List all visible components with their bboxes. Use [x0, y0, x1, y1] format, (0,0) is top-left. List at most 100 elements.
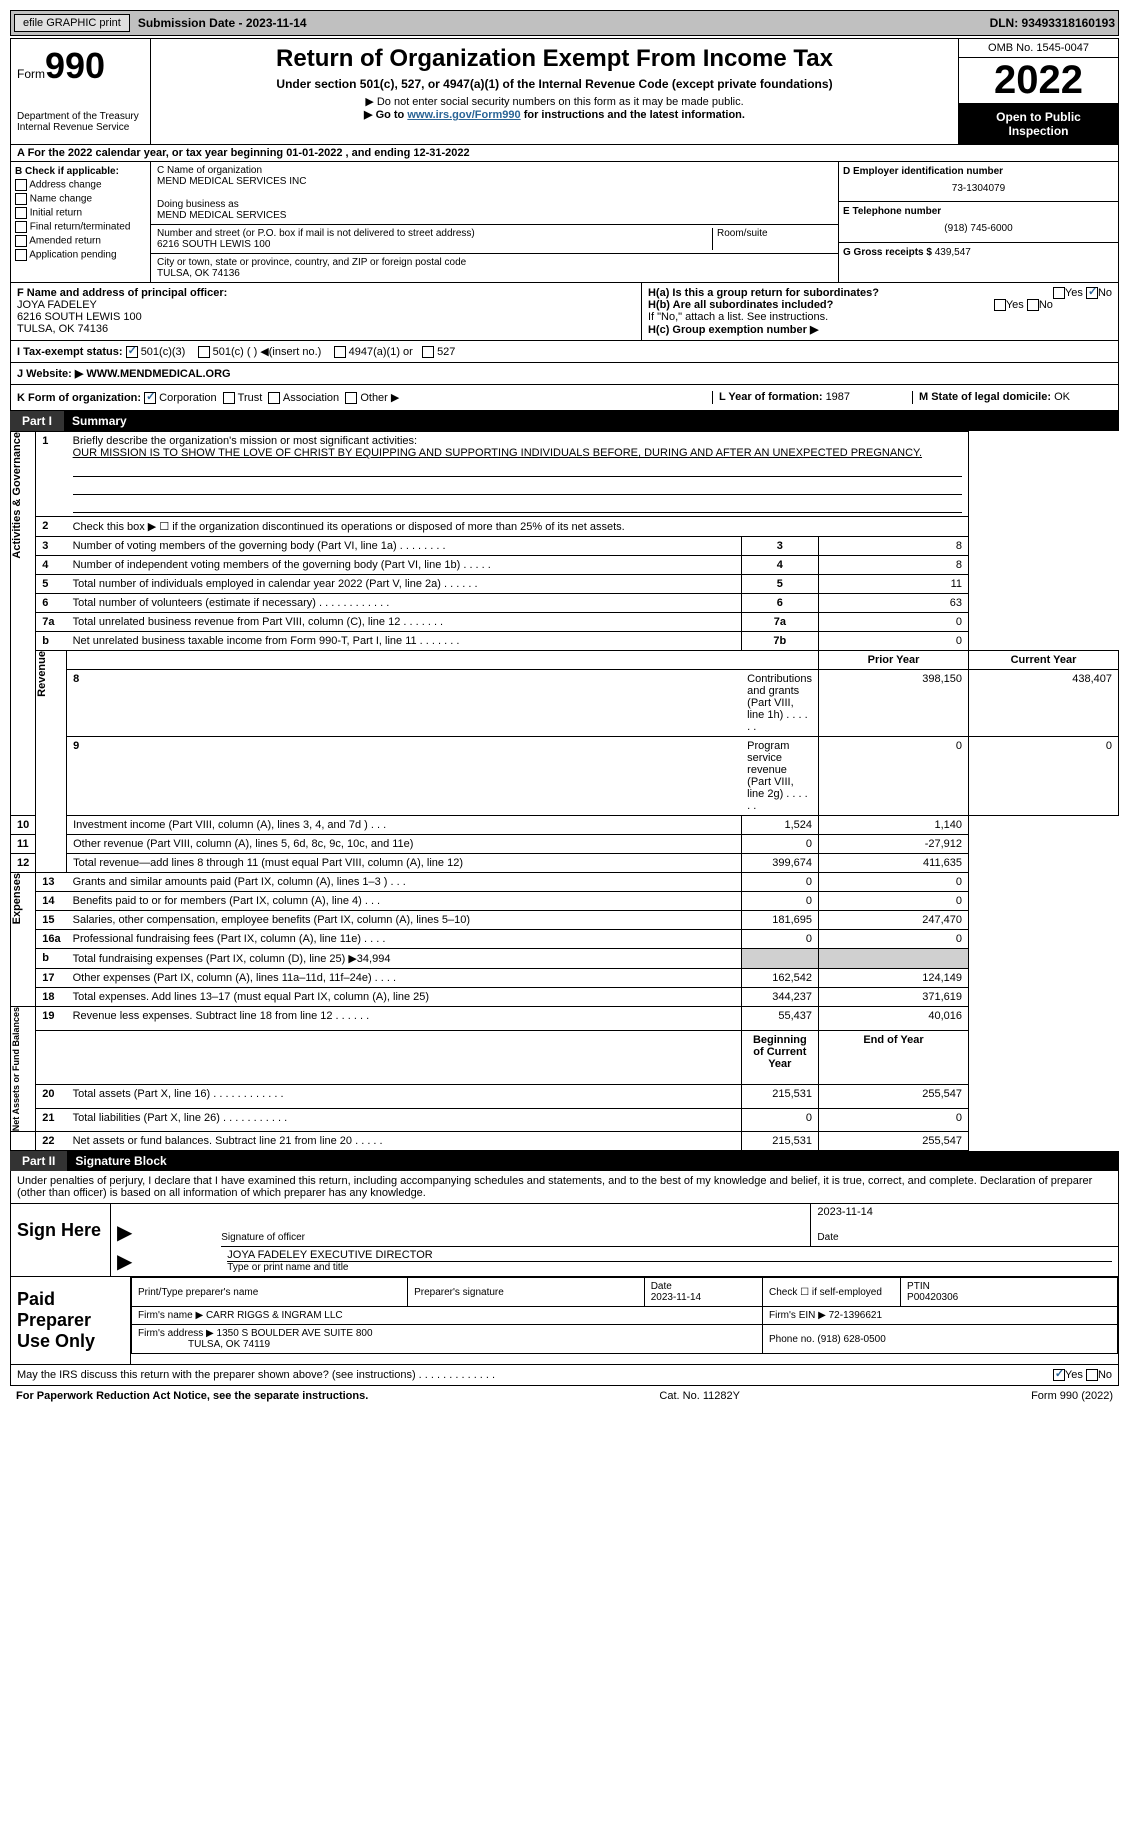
f-label: F Name and address of principal officer: [17, 287, 227, 299]
current-year-header: Current Year [969, 651, 1119, 670]
part2-header: Part II Signature Block [10, 1151, 1119, 1171]
firm-name: CARR RIGGS & INGRAM LLC [206, 1310, 343, 1321]
prep-sig-label: Preparer's signature [408, 1278, 645, 1307]
hb-label: H(b) Are all subordinates included? [648, 299, 833, 311]
preparer-block: Paid Preparer Use Only Print/Type prepar… [10, 1277, 1119, 1365]
prior-year-header: Prior Year [819, 651, 969, 670]
discuss-no[interactable] [1086, 1369, 1098, 1381]
tax-year: 2022 [959, 58, 1118, 104]
section-fh: F Name and address of principal officer:… [10, 283, 1119, 341]
g-label: G Gross receipts $ [843, 247, 935, 258]
chk-527[interactable] [422, 346, 434, 358]
chk-initial: Initial return [15, 207, 146, 219]
hb-no[interactable] [1027, 299, 1039, 311]
self-employed: Check ☐ if self-employed [763, 1278, 901, 1307]
chk-final: Final return/terminated [15, 221, 146, 233]
city-label: City or town, state or province, country… [157, 257, 832, 268]
irs-link[interactable]: www.irs.gov/Form990 [407, 109, 520, 121]
dept-label: Department of the Treasury [17, 111, 144, 122]
ein: 73-1304079 [843, 183, 1114, 194]
officer-addr1: 6216 SOUTH LEWIS 100 [17, 311, 142, 323]
top-bar: efile GRAPHIC print Submission Date - 20… [10, 10, 1119, 36]
part1-title: Summary [64, 411, 135, 431]
b-header: B Check if applicable: [15, 166, 146, 177]
chk-trust[interactable] [223, 392, 235, 404]
mission-text: OUR MISSION IS TO SHOW THE LOVE OF CHRIS… [73, 447, 962, 459]
type-label: Type or print name and title [227, 1261, 1112, 1273]
dba: MEND MEDICAL SERVICES [157, 210, 832, 221]
note1: ▶ Do not enter social security numbers o… [157, 95, 952, 108]
vert-revenue: Revenue [36, 651, 60, 697]
footer: For Paperwork Reduction Act Notice, see … [10, 1388, 1119, 1404]
chk-assoc[interactable] [268, 392, 280, 404]
note2-post: for instructions and the latest informat… [521, 109, 745, 121]
l-label: L Year of formation: [719, 391, 826, 403]
officer-typed-name: JOYA FADELEY EXECUTIVE DIRECTOR [227, 1249, 1112, 1261]
website: WWW.MENDMEDICAL.ORG [86, 368, 230, 380]
form-label: Form [17, 67, 45, 81]
vert-governance: Activities & Governance [11, 432, 35, 559]
note2-pre: ▶ Go to [364, 109, 407, 121]
part1-label: Part I [10, 411, 64, 431]
sig-officer-label: Signature of officer [221, 1232, 810, 1243]
date-label: Date [817, 1232, 1112, 1243]
form-number: 990 [45, 45, 105, 86]
sig-date: 2023-11-14 [817, 1206, 1112, 1218]
officer-addr2: TULSA, OK 74136 [17, 323, 108, 335]
chk-501c3[interactable] [126, 346, 138, 358]
irs-label: Internal Revenue Service [17, 122, 144, 133]
hb-note: If "No," attach a list. See instructions… [648, 311, 1112, 323]
k-label: K Form of organization: [17, 392, 141, 404]
hb-yes[interactable] [994, 299, 1006, 311]
q2: Check this box ▶ ☐ if the organization d… [67, 517, 969, 537]
section-i: I Tax-exempt status: 501(c)(3) 501(c) ( … [10, 341, 1119, 363]
form-header: Form990 Department of the Treasury Inter… [10, 38, 1119, 145]
return-subtitle: Under section 501(c), 527, or 4947(a)(1)… [157, 77, 952, 91]
vert-net: Net Assets or Fund Balances [11, 1007, 35, 1131]
e-label: E Telephone number [843, 206, 1114, 217]
sign-block: Sign Here ▶ Signature of officer 2023-11… [10, 1204, 1119, 1277]
open-inspection: Open to Public Inspection [959, 104, 1118, 144]
prep-date: 2023-11-14 [651, 1292, 701, 1303]
chk-name: Name change [15, 193, 146, 205]
discuss-yes[interactable] [1053, 1369, 1065, 1381]
l-year: 1987 [826, 391, 850, 403]
ptin: P00420306 [907, 1292, 958, 1303]
section-j: J Website: ▶ WWW.MENDMEDICAL.ORG [10, 363, 1119, 385]
phone: (918) 745-6000 [843, 223, 1114, 234]
chk-corp[interactable] [144, 392, 156, 404]
chk-amended: Amended return [15, 235, 146, 247]
q1-label: Briefly describe the organization's miss… [73, 435, 962, 447]
efile-print-button[interactable]: efile GRAPHIC print [14, 14, 130, 32]
discuss-row: May the IRS discuss this return with the… [10, 1365, 1119, 1386]
summary-table: Activities & Governance 1 Briefly descri… [10, 431, 1119, 1151]
footer-mid: Cat. No. 11282Y [659, 1390, 740, 1402]
d-label: D Employer identification number [843, 166, 1114, 177]
ha-yes[interactable] [1053, 287, 1065, 299]
chk-other[interactable] [345, 392, 357, 404]
dba-label: Doing business as [157, 199, 832, 210]
m-state: OK [1054, 391, 1070, 403]
firm-phone: (918) 628-0500 [817, 1334, 885, 1345]
m-label: M State of legal domicile: [919, 391, 1054, 403]
part1-header: Part I Summary [10, 411, 1119, 431]
gross-receipts: 439,547 [935, 247, 971, 258]
chk-4947[interactable] [334, 346, 346, 358]
officer-name: JOYA FADELEY [17, 299, 97, 311]
firm-addr2: TULSA, OK 74119 [188, 1339, 270, 1350]
return-title: Return of Organization Exempt From Incom… [157, 45, 952, 73]
footer-left: For Paperwork Reduction Act Notice, see … [16, 1390, 368, 1402]
print-name-label: Print/Type preparer's name [132, 1278, 408, 1307]
footer-right: Form 990 (2022) [1031, 1390, 1113, 1402]
submission-date: Submission Date - 2023-11-14 [138, 16, 307, 30]
ha-no[interactable] [1086, 287, 1098, 299]
org-name: MEND MEDICAL SERVICES INC [157, 176, 832, 187]
ha-label: H(a) Is this a group return for subordin… [648, 287, 879, 299]
section-b: B Check if applicable: Address change Na… [10, 162, 1119, 283]
chk-501c[interactable] [198, 346, 210, 358]
omb-number: OMB No. 1545-0047 [959, 39, 1118, 58]
c-label: C Name of organization [157, 165, 832, 176]
i-label: I Tax-exempt status: [17, 346, 123, 358]
firm-ein: 72-1396621 [829, 1310, 882, 1321]
city: TULSA, OK 74136 [157, 268, 832, 279]
